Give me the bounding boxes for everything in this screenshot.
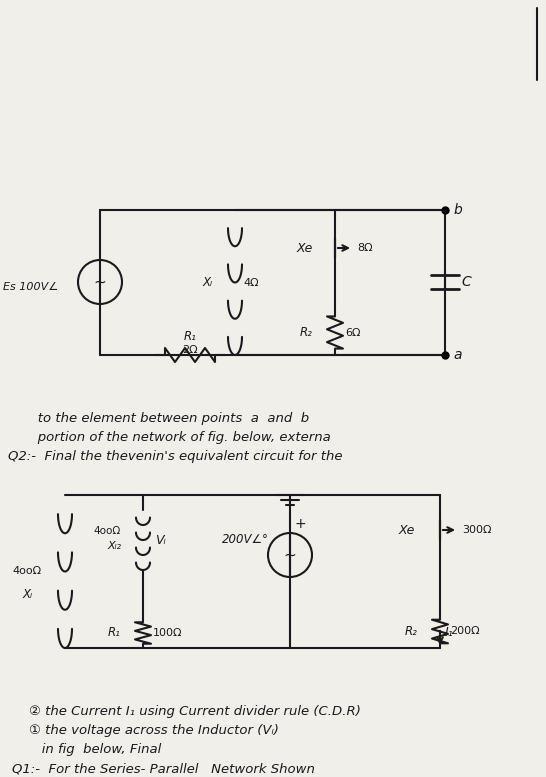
Text: Xe: Xe xyxy=(296,242,313,255)
Text: R₂: R₂ xyxy=(405,625,418,638)
Text: a: a xyxy=(453,348,461,362)
Text: Xₗ: Xₗ xyxy=(203,276,213,289)
Text: in fig  below, Final: in fig below, Final xyxy=(12,743,161,756)
Text: 100Ω: 100Ω xyxy=(153,628,182,638)
Text: 300Ω: 300Ω xyxy=(462,525,491,535)
Text: +: + xyxy=(295,517,307,531)
Text: 200V∠°: 200V∠° xyxy=(222,533,269,546)
Text: 8Ω: 8Ω xyxy=(357,243,372,253)
Text: ~: ~ xyxy=(93,274,106,290)
Text: ① the voltage across the Inductor (Vₗ): ① the voltage across the Inductor (Vₗ) xyxy=(12,724,279,737)
Text: C: C xyxy=(461,275,471,289)
Text: Q2:-  Final the thevenin's equivalent circuit for the: Q2:- Final the thevenin's equivalent cir… xyxy=(8,450,342,463)
Text: 200Ω: 200Ω xyxy=(450,626,479,636)
Text: R₂: R₂ xyxy=(300,326,313,339)
Text: to the element between points  a  and  b: to the element between points a and b xyxy=(8,412,309,425)
Text: Xₗ₂: Xₗ₂ xyxy=(107,541,121,551)
Text: 4ooΩ: 4ooΩ xyxy=(94,526,121,536)
Text: Xₗ: Xₗ xyxy=(22,588,32,601)
Text: 4ooΩ: 4ooΩ xyxy=(13,566,41,577)
Text: portion of the network of fig. below, externa: portion of the network of fig. below, ex… xyxy=(8,431,331,444)
Text: b: b xyxy=(453,203,462,217)
Text: 6Ω: 6Ω xyxy=(345,327,360,337)
Text: 2Ω: 2Ω xyxy=(182,345,198,355)
Text: 4Ω: 4Ω xyxy=(243,277,259,287)
Text: ② the Current I₁ using Current divider rule (C.D.R): ② the Current I₁ using Current divider r… xyxy=(12,705,361,718)
Text: R₁: R₁ xyxy=(183,330,197,343)
Text: R₁: R₁ xyxy=(108,626,121,639)
Text: ~: ~ xyxy=(283,548,296,563)
Text: Es 100V∠: Es 100V∠ xyxy=(3,282,58,292)
Text: Vₗ: Vₗ xyxy=(155,534,165,546)
Text: I₁: I₁ xyxy=(445,625,454,639)
Text: Xe: Xe xyxy=(399,524,415,536)
Text: Q1:-  For the Series- Parallel   Network Shown: Q1:- For the Series- Parallel Network Sh… xyxy=(12,762,315,775)
